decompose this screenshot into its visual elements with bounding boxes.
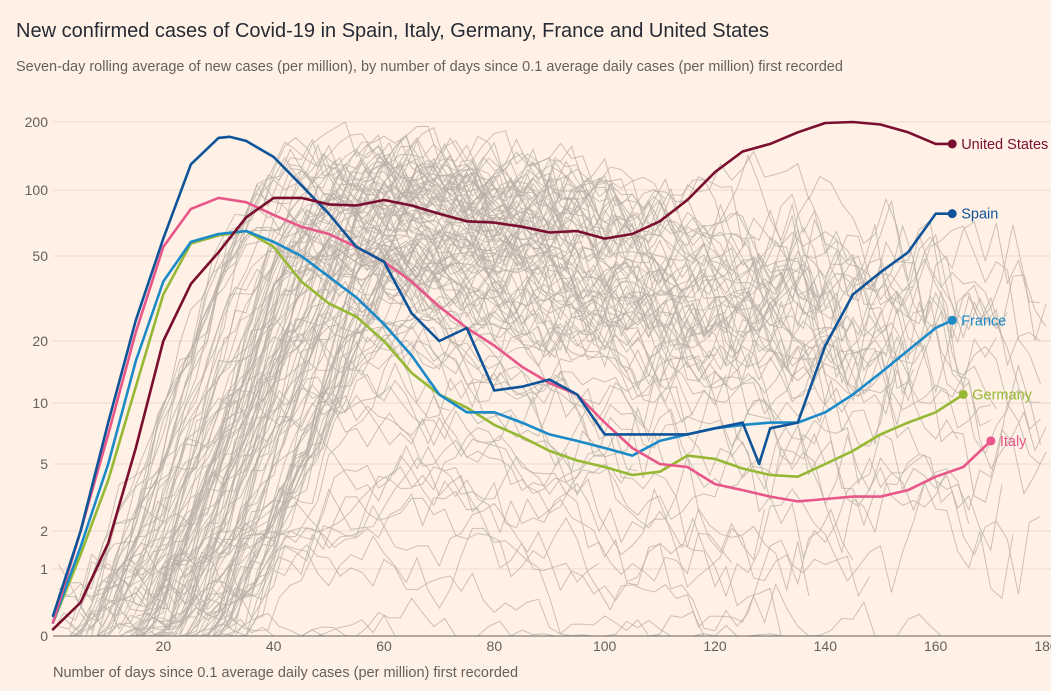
other-country-line [185,279,727,622]
x-axis-label: Number of days since 0.1 average daily c… [53,665,518,681]
other-country-line [212,427,854,632]
other-country-line [157,269,1041,623]
series-end-marker-germany [958,389,968,399]
x-tick-label: 140 [814,638,838,654]
other-country-line [129,137,793,603]
other-country-line [58,138,545,596]
x-tick-label: 120 [703,638,727,654]
x-tick-label: 60 [376,638,392,654]
other-country-line [213,147,1041,637]
series-label-spain: Spain [961,207,998,223]
other-country-line [113,194,997,617]
series-end-marker-italy [986,436,996,446]
series-label-italy: Italy [1000,434,1027,450]
other-country-line [129,135,572,582]
x-tick-label: 80 [487,638,503,654]
series-end-marker-united-states [947,139,957,149]
series-line-spain [51,135,954,618]
y-tick-label: 2 [40,523,48,539]
other-country-line [108,125,1047,602]
highlighted-series: Germany France Italy Spain United States [51,120,1048,631]
y-tick-label: 20 [32,333,48,349]
axes: 0 1 2 5 10 20 50 100 200 20 40 60 80 100 120 140 160 180 [25,114,1051,654]
y-tick-label: 0 [40,628,48,644]
series-line-united-states [51,120,954,631]
other-country-line [151,167,815,603]
other-country-line [107,251,716,612]
x-tick-label: 160 [924,638,948,654]
y-tick-label: 50 [32,248,48,264]
other-country-line [179,267,887,626]
series-label-united-states: United States [961,137,1048,153]
series-line-italy [51,196,993,624]
other-country-line [75,247,506,637]
chart-title: New confirmed cases of Covid-19 in Spain… [16,20,769,42]
series-end-marker-france [947,315,957,325]
other-country-line [80,121,622,598]
other-country-line [179,332,1041,599]
other-countries-lines [52,121,1047,637]
y-tick-label: 1 [40,561,48,577]
other-country-line [108,527,826,637]
other-country-line [113,144,523,599]
other-country-line [97,501,870,637]
y-tick-label: 100 [25,182,49,198]
series-line-france [51,229,954,624]
x-tick-label: 40 [266,638,282,654]
y-tick-label: 10 [32,395,48,411]
chart-subtitle: Seven-day rolling average of new cases (… [16,59,843,75]
series-label-germany: Germany [972,387,1032,403]
other-country-line [179,139,1041,637]
other-country-line [174,225,1047,637]
x-tick-label: 100 [593,638,617,654]
other-country-line [113,373,666,622]
other-country-line [163,159,573,637]
other-country-line [58,213,523,602]
other-country-line [168,454,732,637]
other-country-line [157,276,920,625]
other-country-line [91,395,766,637]
other-country-line [85,191,495,633]
other-country-line [162,130,661,569]
other-country-line [162,457,837,637]
y-tick-label: 200 [25,114,49,130]
other-country-line [124,311,567,577]
series-end-marker-spain [947,209,957,219]
other-country-line [135,197,556,627]
other-country-line [146,496,942,637]
other-country-line [102,314,876,608]
series-label-france: France [961,313,1006,329]
series-line-germany [51,229,965,624]
other-country-line [162,317,826,606]
other-country-line [130,157,959,637]
other-country-line [190,173,876,637]
other-country-line [174,282,1047,637]
x-tick-label: 20 [156,638,172,654]
other-country-line [157,205,732,631]
other-country-line [124,229,699,637]
other-country-line [146,134,1008,637]
other-country-line [64,180,539,637]
x-tick-label: 180 [1034,638,1051,654]
other-country-line [174,160,848,595]
other-country-line [124,195,490,637]
other-country-line [64,156,926,637]
other-country-line [213,144,633,637]
other-country-line [124,441,479,637]
other-country-line [201,165,1041,598]
other-country-line [212,597,787,637]
other-country-line [69,405,810,637]
other-country-line [185,240,793,637]
other-country-line [207,323,948,637]
y-tick-label: 5 [40,456,48,472]
other-country-line [63,239,892,622]
other-country-line [52,143,1003,631]
